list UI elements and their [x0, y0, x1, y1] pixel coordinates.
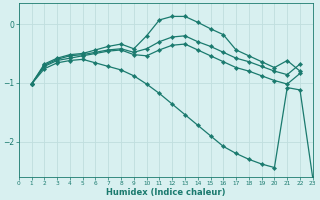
X-axis label: Humidex (Indice chaleur): Humidex (Indice chaleur) [106, 188, 226, 197]
